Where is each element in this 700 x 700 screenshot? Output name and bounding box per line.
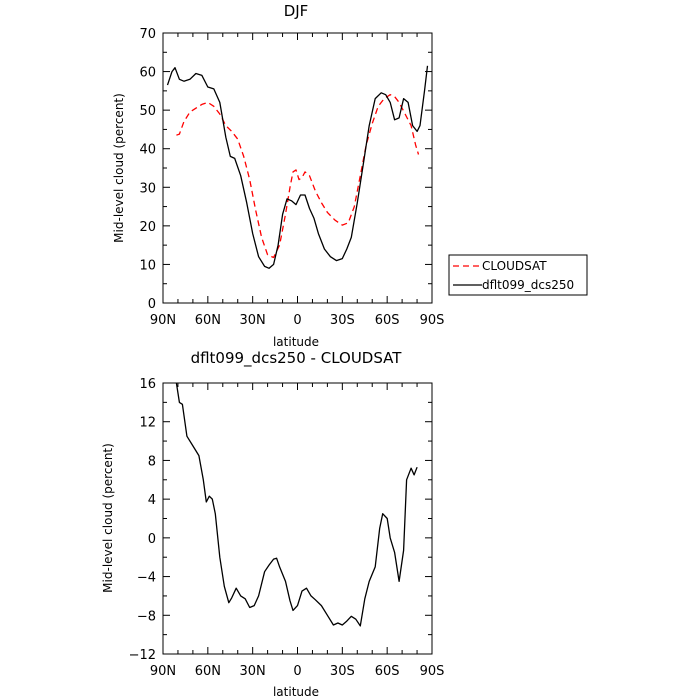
legend-box: [448, 254, 588, 296]
x-tick-label: 30N: [240, 664, 266, 679]
y-tick-label: 50: [139, 104, 156, 119]
top-plot-frame: [162, 32, 433, 304]
x-tick-label: 0: [293, 664, 301, 679]
bottom-plot-frame: [162, 382, 433, 655]
legend: CLOUDSAT dflt099_dcs250: [448, 254, 588, 296]
top-x-axis-label: latitude: [273, 335, 319, 349]
x-tick-label: 30S: [330, 664, 355, 679]
x-tick-label: 60S: [375, 664, 400, 679]
y-tick-label: 70: [139, 27, 156, 42]
top-y-axis-label: Mid-level cloud (percent): [112, 93, 126, 243]
y-tick-label: 0: [148, 297, 156, 312]
y-tick-label: 16: [139, 377, 156, 392]
top-chart-title: DJF: [284, 2, 309, 20]
bottom-chart: dflt099_dcs250 - CLOUDSAT 90N 60N 30N 0 30S 6…: [101, 349, 444, 699]
y-tick-label: 0: [148, 532, 156, 547]
y-tick-label: 12: [139, 416, 156, 431]
y-tick-label: −12: [129, 648, 156, 663]
x-tick-label: 30S: [330, 313, 355, 328]
y-tick-label: 30: [139, 181, 156, 196]
y-tick-label: −8: [137, 609, 156, 624]
series-line: [176, 94, 420, 259]
y-tick-label: 40: [139, 143, 156, 158]
bottom-series-layer: [175, 382, 418, 627]
legend-label-cloudsat: CLOUDSAT: [482, 259, 547, 273]
y-tick-label: 60: [139, 66, 156, 81]
x-tick-label: 90N: [150, 313, 176, 328]
top-series-layer: [166, 65, 429, 269]
x-tick-label: 90S: [420, 664, 445, 679]
y-tick-label: 10: [139, 258, 156, 273]
y-tick-label: 4: [148, 493, 156, 508]
x-tick-label: 30N: [240, 313, 266, 328]
x-tick-label: 90S: [420, 313, 445, 328]
x-tick-label: 60N: [195, 664, 221, 679]
y-tick-label: 8: [148, 454, 156, 469]
x-tick-label: 90N: [150, 664, 176, 679]
bottom-y-axis-label: Mid-level cloud (percent): [101, 443, 115, 593]
x-tick-label: 0: [293, 313, 301, 328]
x-tick-label: 60S: [375, 313, 400, 328]
series-line: [166, 65, 429, 269]
series-line: [175, 382, 418, 627]
x-tick-label: 60N: [195, 313, 221, 328]
legend-label-model: dflt099_dcs250: [482, 278, 574, 292]
bottom-chart-title: dflt099_dcs250 - CLOUDSAT: [191, 349, 403, 368]
bottom-axis-layer: 90N 60N 30N 0 30S 60S 90S −12 −8 −4 0 4 8 12 16: [129, 377, 445, 679]
top-chart: DJF 90N 60N 30N 0 30S 60S 90S 0 10 20 30 40 50 60 70 l…: [112, 2, 444, 349]
y-tick-label: −4: [137, 571, 156, 586]
top-axis-layer: 90N 60N 30N 0 30S 60S 90S 0 10 20 30 40 50 60 70: [139, 27, 444, 328]
y-tick-label: 20: [139, 220, 156, 235]
bottom-x-axis-label: latitude: [273, 685, 319, 699]
